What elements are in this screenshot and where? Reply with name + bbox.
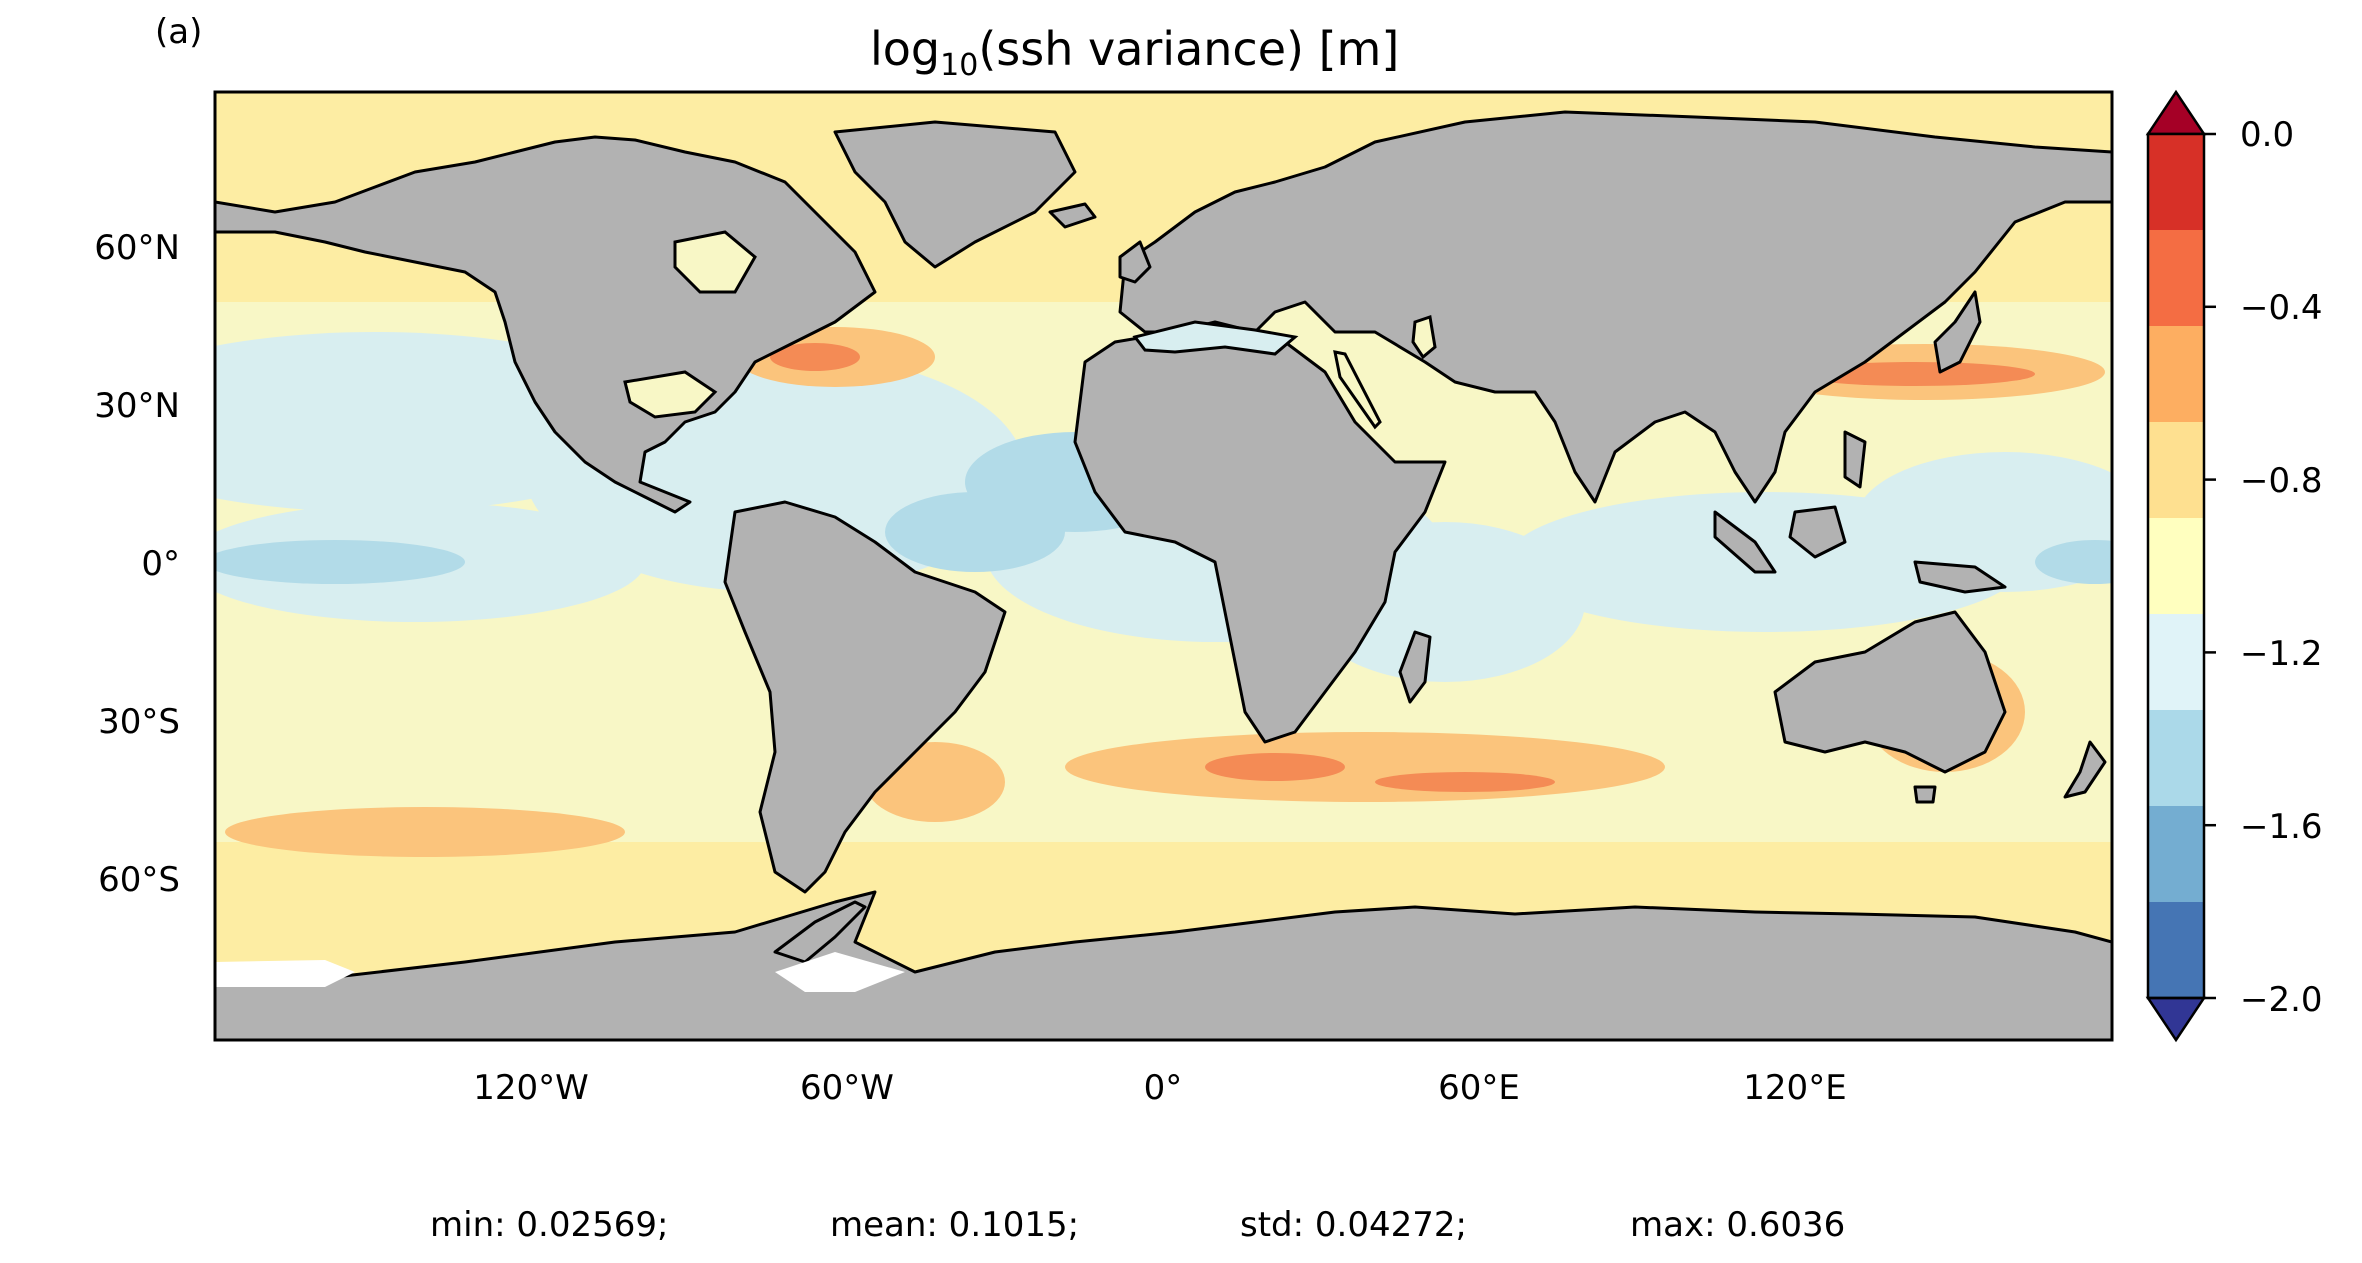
colorbar-band <box>2148 518 2204 615</box>
lon-label-0: 0° <box>1143 1068 1183 1108</box>
colorbar-band <box>2148 230 2204 327</box>
lat-label-30n: 30°N <box>94 386 180 426</box>
colorbar-label-m16: −1.6 <box>2240 807 2323 847</box>
british-isles <box>1118 240 1152 284</box>
mediterranean <box>1132 320 1299 356</box>
colorbar-band <box>2148 902 2204 999</box>
antarctica <box>215 890 2112 1040</box>
philippines <box>1843 430 1867 489</box>
stat-mean: mean: 0.1015; <box>830 1205 1080 1245</box>
title-prefix: log <box>870 22 941 76</box>
lat-label-60n: 60°N <box>94 228 180 268</box>
indonesia-borneo <box>1788 505 1847 559</box>
australia <box>1773 610 2007 774</box>
colorbar-label-m08: −0.8 <box>2240 461 2323 501</box>
lat-label-30s: 30°S <box>98 702 180 742</box>
caspian-sea <box>1411 315 1437 360</box>
colorbar-band <box>2148 134 2204 231</box>
colorbar-extend-min <box>2145 996 2207 1043</box>
lon-label-60e: 60°E <box>1438 1068 1520 1108</box>
lon-label-60w: 60°W <box>800 1068 894 1108</box>
map-plot-area <box>213 90 2114 1042</box>
eurasia <box>1118 110 2112 504</box>
land-masses <box>215 110 2112 1040</box>
north-america <box>215 135 877 514</box>
gulf-of-mexico <box>623 370 718 419</box>
lon-label-120e: 120°E <box>1743 1068 1847 1108</box>
panel-label: (a) <box>155 12 203 52</box>
colorbar-label-0: 0.0 <box>2240 115 2295 155</box>
colorbar-extend-max <box>2145 89 2207 136</box>
new-guinea <box>1913 560 2007 594</box>
lon-label-120w: 120°W <box>473 1068 589 1108</box>
hudson-bay <box>673 230 757 294</box>
inland-water <box>623 230 1437 430</box>
colorbar-band <box>2148 710 2204 807</box>
red-sea <box>1333 350 1382 430</box>
title-subscript: 10 <box>940 48 979 84</box>
japan <box>1933 290 1982 374</box>
stat-max: max: 0.6036 <box>1630 1205 1846 1245</box>
lat-label-0: 0° <box>141 544 180 584</box>
colorbar-band <box>2148 806 2204 903</box>
map-title-text: log10(ssh variance) [m] <box>870 22 1399 83</box>
colorbar-label-m20: −2.0 <box>2240 980 2323 1020</box>
colorbar-frame <box>2146 132 2206 1000</box>
lat-label-60s: 60°S <box>98 860 180 900</box>
stat-min: min: 0.02569; <box>430 1205 669 1245</box>
colorbar-label-m12: −1.2 <box>2240 634 2323 674</box>
new-zealand <box>2063 740 2107 799</box>
colorbar-band <box>2148 326 2204 423</box>
colorbar <box>2145 89 2216 1043</box>
world-map <box>213 90 2114 1042</box>
stat-std: std: 0.04272; <box>1240 1205 1467 1245</box>
tasmania <box>1913 785 1937 804</box>
map-frame <box>213 90 2114 1042</box>
south-america <box>723 500 1007 894</box>
colorbar-band <box>2148 422 2204 519</box>
madagascar <box>1398 630 1432 704</box>
indonesia-sumatra <box>1713 510 1777 574</box>
greenland <box>833 120 1077 269</box>
colorbar-label-m04: −0.4 <box>2240 288 2323 328</box>
iceland <box>1048 202 1097 229</box>
title-suffix: (ssh variance) [m] <box>978 22 1400 76</box>
sea-ice-white <box>215 952 905 992</box>
high-variance-cores <box>770 343 2035 792</box>
colorbar-band <box>2148 614 2204 711</box>
